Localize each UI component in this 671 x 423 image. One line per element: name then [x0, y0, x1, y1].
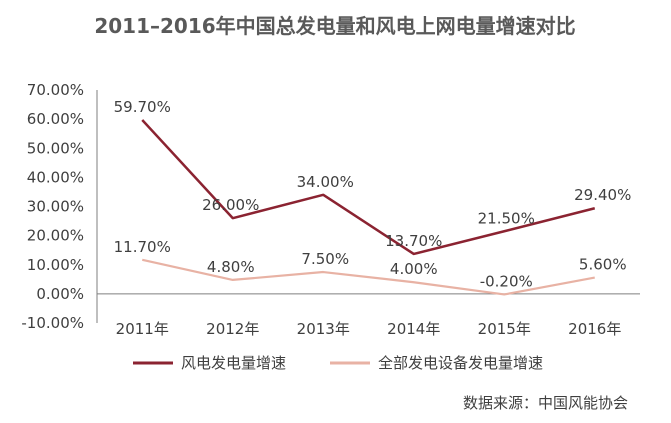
y-tick-label: 30.00% — [27, 198, 84, 216]
legend-label: 全部发电设备发电量增速 — [378, 354, 543, 372]
x-tick-label: 2011年 — [116, 320, 169, 338]
data-label: -0.20% — [480, 272, 533, 290]
y-tick-label: 60.00% — [27, 110, 84, 128]
x-tick-label: 2014年 — [387, 320, 440, 338]
y-tick-label: 0.00% — [36, 285, 84, 303]
source-note: 数据来源：中国风能协会 — [463, 394, 628, 412]
series-line-1 — [141, 119, 596, 256]
y-tick-label: -10.00% — [21, 314, 84, 332]
legend: 风电发电量增速 全部发电设备发电量增速 — [133, 354, 543, 372]
data-label: 7.50% — [301, 250, 349, 268]
data-label: 11.70% — [114, 238, 171, 256]
data-label: 13.70% — [385, 232, 442, 250]
y-tick-label: 20.00% — [27, 227, 84, 245]
x-tick-labels: 2011年 2012年 2013年 2014年 2015年 2016年 — [116, 320, 622, 338]
y-tick-label: 40.00% — [27, 168, 84, 186]
data-label: 21.50% — [478, 209, 535, 227]
data-label: 29.40% — [574, 186, 631, 204]
y-tick-labels: 70.00% 60.00% 50.00% 40.00% 30.00% 20.00% 10.0… — [21, 81, 84, 332]
data-labels: 59.70% 26.00% 34.00% 13.70% 21.50% 29.40% 11.7… — [114, 98, 632, 290]
x-tick-label: 2016年 — [568, 320, 621, 338]
x-tick-label: 2015年 — [478, 320, 531, 338]
chart-title: 2011–2016年中国总发电量和风电上网电量增速对比 — [94, 14, 575, 38]
series-line-2 — [142, 258, 595, 296]
legend-label: 风电发电量增速 — [181, 354, 286, 372]
x-tick-label: 2012年 — [206, 320, 259, 338]
y-tick-label: 50.00% — [27, 139, 84, 157]
data-label: 4.00% — [390, 260, 438, 278]
x-tick-label: 2013年 — [297, 320, 350, 338]
y-tick-label: 70.00% — [27, 81, 84, 99]
data-label: 59.70% — [114, 98, 171, 116]
data-label: 26.00% — [202, 196, 259, 214]
y-tick-label: 10.00% — [27, 256, 84, 274]
series-layer — [141, 119, 596, 296]
data-label: 4.80% — [207, 258, 255, 276]
data-label: 34.00% — [297, 173, 354, 191]
data-label: 5.60% — [579, 256, 627, 274]
